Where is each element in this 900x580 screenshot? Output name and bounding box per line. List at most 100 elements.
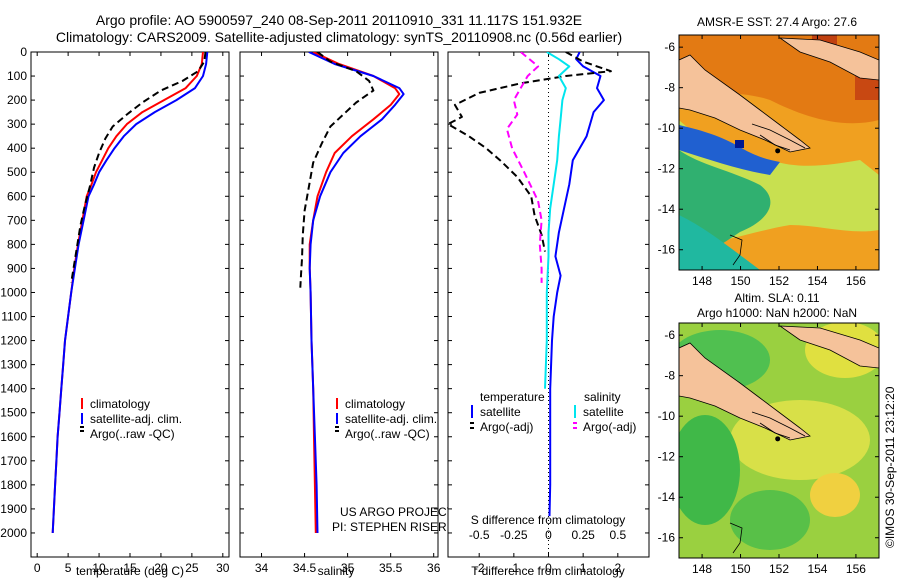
s-difference-xlabel: S difference from climatology xyxy=(471,513,626,527)
figure-title-line2: Climatology: CARS2009. Satellite-adjuste… xyxy=(56,29,622,45)
legend-label-climatology: climatology xyxy=(90,397,150,411)
y-tick-label: 1900 xyxy=(0,502,27,516)
x-tick-label: 30 xyxy=(216,561,230,575)
legend-label-satellite: satellite-adj. clim. xyxy=(90,412,182,426)
map-y-tick-label: -6 xyxy=(664,328,675,342)
y-tick-label: 1300 xyxy=(0,358,27,372)
series-line-satellite-adj-clim- xyxy=(51,52,209,534)
salinity-depth-ticks xyxy=(240,51,438,534)
difference-legend: temperature salinity satellite Argo(-adj… xyxy=(470,390,636,434)
map-y-tick-label: -8 xyxy=(664,81,675,95)
reef-contours xyxy=(751,123,806,151)
s-diff-tick-label: 0 xyxy=(545,528,552,542)
sla-map-ticks: 148 150 152 154 156 -6 -8 -10 -12 -14 -16 xyxy=(658,323,879,576)
salinity-axes-frame xyxy=(239,51,439,558)
sst-cold-spot xyxy=(735,140,744,148)
y-tick-label: 1700 xyxy=(0,454,27,468)
legend-label-t-satellite: satellite xyxy=(480,405,521,419)
sla-map-panel: Altim. SLA: 0.11 Argo h1000: NaN h2000: … xyxy=(658,291,880,576)
sla-green-patch xyxy=(679,415,740,525)
series-line-satellite-adj-clim- xyxy=(308,52,405,534)
x-tick-label: 2 xyxy=(614,561,621,575)
series-line-t-argo-adj- xyxy=(448,52,612,252)
depth-axis: 0 100 200 300 400 500 600 700 800 900 1000 1100 1200… xyxy=(0,45,229,540)
temperature-panel: 0100200300400500600700800900100011001200… xyxy=(0,45,230,578)
series-line-argo-raw-qc- xyxy=(299,52,375,288)
difference-lines xyxy=(448,52,612,517)
map-x-tick-label: 156 xyxy=(846,274,866,288)
legend-title-temperature: temperature xyxy=(480,390,545,404)
x-tick-label: 35 xyxy=(341,561,355,575)
pi-annotation: PI: STEPHEN RISER xyxy=(332,520,447,534)
t-difference-xlabel: T difference from climatology xyxy=(471,564,625,578)
x-tick-label: 10 xyxy=(92,561,106,575)
argo-position-marker xyxy=(775,148,781,154)
map-y-tick-label: -10 xyxy=(658,409,676,423)
series-line-s-argo-adj- xyxy=(505,52,543,283)
y-tick-label: 900 xyxy=(7,261,27,275)
x-tick-label: 0 xyxy=(545,561,552,575)
map-y-tick-label: -12 xyxy=(658,450,676,464)
sla-green-patch-south xyxy=(730,490,810,550)
s-diff-tick-label: 0.5 xyxy=(609,528,626,542)
y-tick-label: 1100 xyxy=(1,310,27,324)
temperature-legend: climatology satellite-adj. clim. Argo(..… xyxy=(80,397,182,441)
y-tick-label: 1000 xyxy=(0,285,27,299)
temperature-lines xyxy=(51,52,209,534)
map-x-tick-label: 148 xyxy=(692,274,712,288)
salinity-lines xyxy=(299,52,405,534)
x-tick-label: 35.5 xyxy=(379,561,403,575)
s-diff-tick-label: 0.25 xyxy=(571,528,595,542)
map-x-tick-label: 150 xyxy=(731,562,751,576)
imos-timestamp: ©IMOS 30-Sep-2011 23:12:20 xyxy=(883,386,897,548)
legend-label-s-argo: Argo(-adj) xyxy=(583,420,636,434)
temperature-axes-frame xyxy=(30,51,230,558)
sst-teal-region xyxy=(679,215,760,270)
map-x-tick-label: 154 xyxy=(807,562,827,576)
legend-label-argo: Argo(..raw -QC) xyxy=(90,427,175,441)
sla-orange-patch xyxy=(810,473,860,517)
salinity-legend: climatology satellite-adj. clim. Argo(..… xyxy=(335,397,437,441)
sla-map-subtitle: Argo h1000: NaN h2000: NaN xyxy=(697,306,857,320)
series-line-t-satellite xyxy=(548,52,605,517)
y-tick-label: 1800 xyxy=(0,478,27,492)
map-x-tick-label: 150 xyxy=(731,274,751,288)
y-tick-label: 1400 xyxy=(0,382,27,396)
s-diff-tick-label: -0.5 xyxy=(469,528,490,542)
salinity-xlabel: salinity xyxy=(318,564,355,578)
y-tick-label: 0 xyxy=(20,45,27,59)
x-tick-label: 34.5 xyxy=(293,561,317,575)
series-line-s-satellite xyxy=(544,52,571,389)
difference-depth-ticks xyxy=(448,51,649,534)
s-difference-ticks: -0.5 -0.25 0 0.25 0.5 xyxy=(469,528,627,542)
legend-label-t-argo: Argo(-adj) xyxy=(480,420,533,434)
s-diff-tick-label: -0.25 xyxy=(500,528,528,542)
land-papua xyxy=(679,54,811,153)
salinity-panel: 34 34.5 35 35.5 36 salinity climatology sate… xyxy=(239,51,455,578)
sla-map-title: Altim. SLA: 0.11 xyxy=(734,291,819,305)
map-x-tick-label: 154 xyxy=(807,274,827,288)
land-papua-2 xyxy=(679,342,811,441)
coast-contour-south xyxy=(729,234,743,266)
y-tick-label: 1200 xyxy=(0,334,27,348)
legend-label-satellite: satellite-adj. clim. xyxy=(345,412,437,426)
argo-position-marker xyxy=(775,436,781,442)
map-y-tick-label: -8 xyxy=(664,369,675,383)
temperature-xlabel: temperature (deg C) xyxy=(76,564,184,578)
map-y-tick-label: -6 xyxy=(664,40,675,54)
x-tick-label: 1 xyxy=(580,561,587,575)
y-tick-label: 1600 xyxy=(0,430,27,444)
difference-panel: -2 -1 0 1 2 T difference from climatology te… xyxy=(447,51,650,578)
difference-x-axis: -2 -1 0 1 2 xyxy=(474,52,621,575)
legend-label-argo: Argo(..raw -QC) xyxy=(345,427,430,441)
legend-label-s-satellite: satellite xyxy=(583,405,624,419)
legend-label-climatology: climatology xyxy=(345,397,405,411)
x-tick-label: 25 xyxy=(185,561,199,575)
x-tick-label: -1 xyxy=(509,561,520,575)
y-tick-label: 2000 xyxy=(0,526,27,540)
map-x-tick-label: 152 xyxy=(769,562,789,576)
y-tick-label: 400 xyxy=(7,141,27,155)
coast-contour-south-2 xyxy=(729,522,743,554)
x-tick-label: 5 xyxy=(65,561,72,575)
